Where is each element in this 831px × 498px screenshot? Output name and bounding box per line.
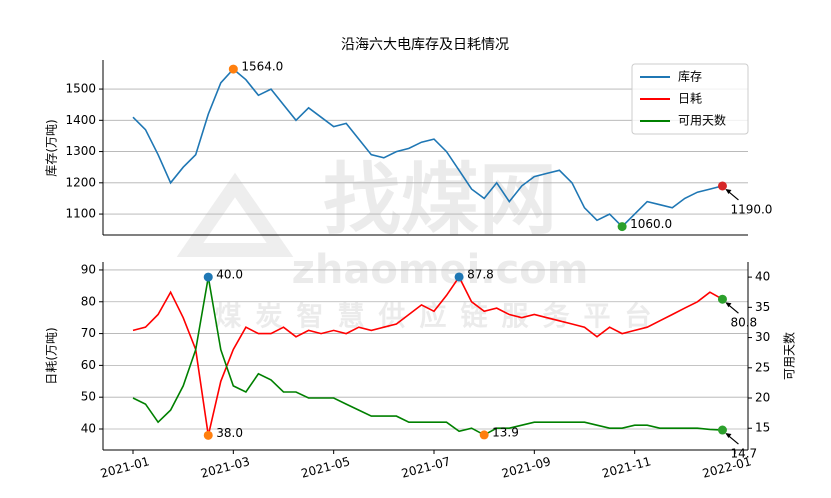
value-label: 80.8 [730, 316, 757, 330]
value-label: 40.0 [216, 268, 243, 282]
y-tick-label: 80 [81, 294, 96, 308]
legend-label: 库存 [678, 69, 702, 84]
y-tick-label: 90 [81, 262, 96, 276]
y-tick-label: 1400 [65, 113, 96, 127]
y-axis-label: 日耗(万吨) [45, 327, 59, 384]
value-label: 13.9 [492, 425, 519, 439]
highlight-point [717, 425, 727, 435]
y-tick-label: 40 [81, 422, 96, 436]
y2-tick-label: 25 [755, 360, 770, 374]
highlight-point [617, 222, 627, 232]
y2-tick-label: 20 [755, 391, 770, 405]
y-tick-label: 1100 [65, 207, 96, 221]
highlight-point [454, 272, 464, 282]
x-tick-label: 2021-09 [500, 454, 552, 481]
y-tick-label: 70 [81, 326, 96, 340]
x-tick-label: 2021-01 [99, 454, 151, 481]
annotation-arrowhead [725, 188, 732, 194]
series-line [132, 276, 723, 436]
value-label: 38.0 [216, 426, 243, 440]
legend-label: 可用天数 [678, 113, 726, 128]
y2-tick-label: 30 [755, 330, 770, 344]
highlight-point [717, 181, 727, 191]
legend-label: 日耗 [678, 92, 702, 106]
y2-tick-label: 35 [755, 300, 770, 314]
value-label: 1060.0 [630, 217, 672, 231]
watermark: 找煤网 zhaomei.com 煤炭智慧供应链服务平台 [176, 155, 666, 333]
y2-tick-label: 40 [755, 270, 770, 284]
value-label: 14.7 [730, 447, 757, 461]
chart-title: 沿海六大电库存及日耗情况 [341, 37, 509, 53]
y-tick-label: 1500 [65, 82, 96, 96]
highlight-point [228, 64, 238, 74]
y-tick-label: 50 [81, 390, 96, 404]
y2-tick-label: 15 [755, 421, 770, 435]
highlight-point [203, 272, 213, 282]
y-tick-label: 1300 [65, 144, 96, 158]
y2-axis-label: 可用天数 [782, 332, 797, 380]
value-label: 1564.0 [241, 60, 283, 74]
y-tick-label: 60 [81, 358, 96, 372]
legend-box [631, 63, 749, 135]
y-axis-label: 库存(万吨) [44, 119, 59, 176]
highlight-point [717, 294, 727, 304]
annotation-arrowhead [725, 302, 732, 308]
x-tick-label: 2021-03 [199, 454, 251, 481]
x-tick-label: 2021-11 [601, 454, 653, 481]
watermark-slogan: 煤炭智慧供应链服务平台 [215, 301, 666, 333]
watermark-logo [176, 172, 294, 257]
annotation-arrowhead [725, 433, 732, 439]
watermark-brand: 找煤网 [323, 155, 557, 245]
value-label: 1190.0 [730, 202, 772, 216]
value-label: 87.8 [467, 267, 494, 281]
x-tick-label: 2021-05 [300, 454, 352, 481]
series-line [132, 275, 723, 436]
highlight-point [203, 430, 213, 440]
x-tick-label: 2021-07 [400, 454, 452, 481]
highlight-point [479, 430, 489, 440]
y-tick-label: 1200 [65, 175, 96, 189]
